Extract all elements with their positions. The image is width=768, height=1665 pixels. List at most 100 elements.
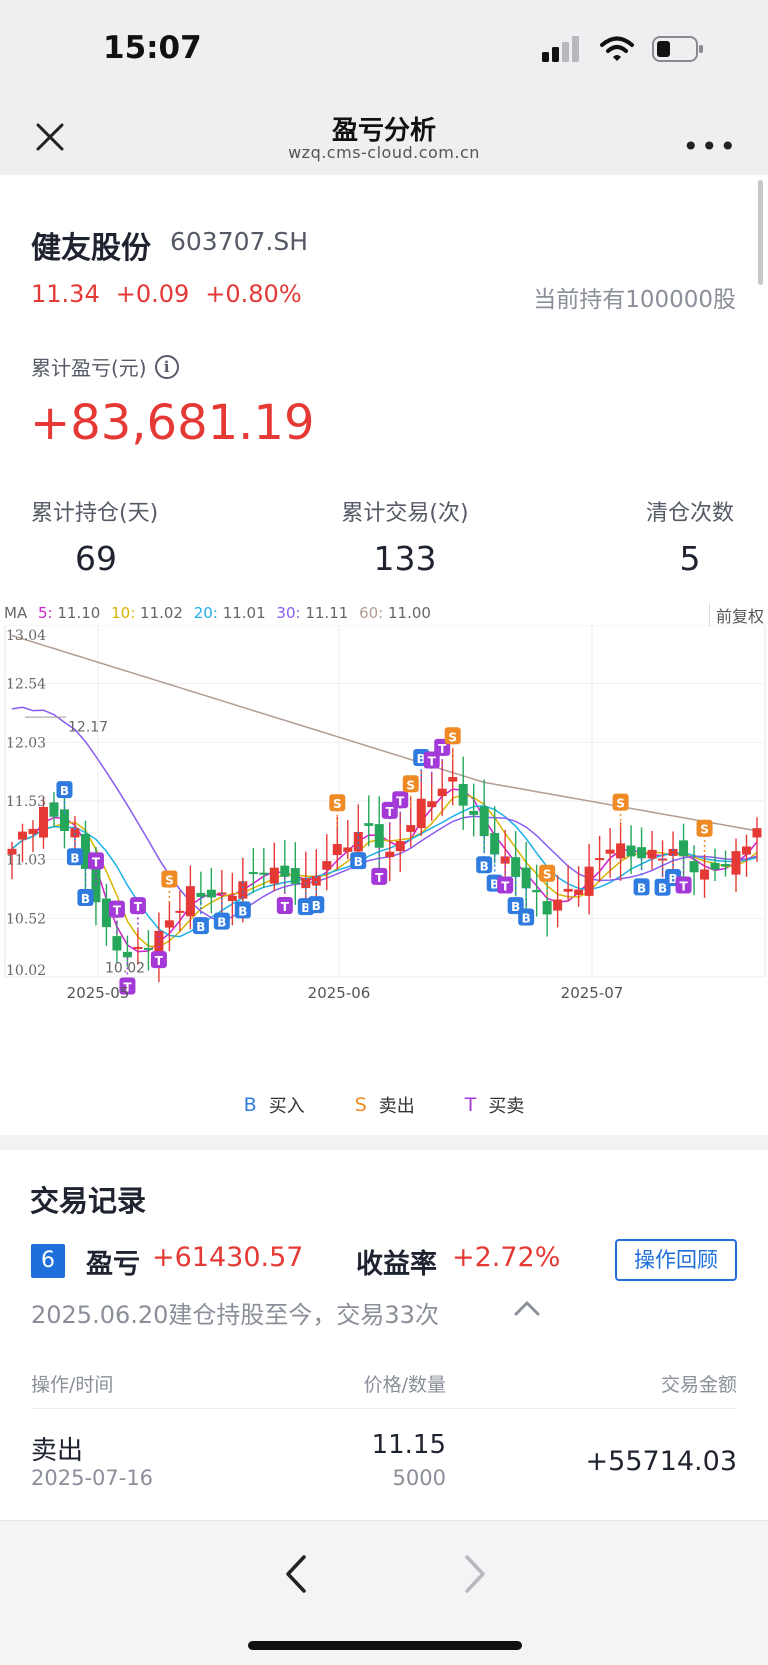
marker-badge bbox=[129, 897, 146, 915]
row-amount: +55714.03 bbox=[585, 1446, 737, 1477]
stat-trade-count: 累计交易(次) 133 bbox=[330, 495, 480, 578]
candle-body bbox=[721, 863, 731, 867]
scrollbar[interactable] bbox=[758, 180, 763, 285]
marker-letter: S bbox=[333, 797, 342, 811]
nav-bar: 盈亏分析 wzq.cms-cloud.com.cn ••• bbox=[0, 100, 768, 175]
trade-marker-t: T bbox=[108, 900, 125, 933]
record-rate-value: +2.72% bbox=[452, 1242, 561, 1273]
marker-letter: B bbox=[511, 900, 520, 914]
candle-body bbox=[353, 831, 363, 852]
header-amount: 交易金额 bbox=[660, 1374, 737, 1396]
stat-label: 累计持仓(天) bbox=[31, 501, 159, 526]
marker-letter: B bbox=[522, 911, 531, 925]
marker-letter: T bbox=[113, 904, 122, 918]
trade-marker-t: T bbox=[392, 791, 409, 824]
candle-body bbox=[385, 851, 395, 858]
marker-letter: B bbox=[417, 752, 426, 766]
marker-badge bbox=[56, 781, 73, 799]
chevron-up-icon[interactable] bbox=[512, 1296, 542, 1320]
candle-body bbox=[490, 833, 500, 855]
marker-badge bbox=[539, 864, 556, 882]
ma-30-value: 11.11 bbox=[305, 604, 349, 622]
candle-body bbox=[28, 828, 38, 835]
candle-body bbox=[553, 899, 563, 911]
candle-body bbox=[343, 847, 353, 852]
more-icon[interactable]: ••• bbox=[682, 130, 738, 163]
min-price-label: 10.02 bbox=[105, 960, 145, 976]
marker-badge bbox=[350, 852, 367, 870]
candle-body bbox=[479, 806, 489, 837]
info-icon[interactable]: i bbox=[154, 354, 179, 379]
marker-badge bbox=[119, 977, 136, 995]
y-tick-label: 11.53 bbox=[6, 794, 46, 810]
trade-records-card bbox=[0, 1150, 768, 1520]
chevron-right-icon[interactable] bbox=[457, 1551, 493, 1597]
ma-30: 30: 11.11 bbox=[276, 604, 348, 622]
trade-marker-b: B bbox=[192, 896, 209, 935]
candle-body bbox=[700, 869, 710, 880]
ma-20-value: 11.01 bbox=[222, 604, 266, 622]
legend-sell-key: S bbox=[354, 1094, 367, 1116]
marker-letter: T bbox=[123, 981, 132, 995]
cumulative-pl-value: +83,681.19 bbox=[30, 395, 315, 451]
header-action-time: 操作/时间 bbox=[31, 1374, 114, 1396]
status-bar: 15:07 bbox=[0, 0, 768, 100]
chart-legend: B 买入 S 卖出 T 买卖 bbox=[0, 1092, 768, 1118]
chevron-left-icon[interactable] bbox=[278, 1551, 314, 1597]
max-price-label: 12.17 bbox=[68, 719, 108, 735]
ma-5: 5: 11.10 bbox=[38, 604, 100, 622]
record-rate-label: 收益率 bbox=[356, 1249, 437, 1280]
candle-body bbox=[164, 920, 174, 928]
marker-letter: T bbox=[679, 879, 688, 893]
trade-marker-s: S bbox=[329, 794, 346, 827]
y-tick-label: 10.52 bbox=[6, 911, 46, 927]
trade-marker-s: S bbox=[612, 793, 629, 826]
close-icon[interactable] bbox=[30, 117, 70, 157]
candle-body bbox=[280, 865, 290, 877]
ma-60: 60: 11.00 bbox=[359, 604, 431, 622]
ma-5-value: 11.10 bbox=[57, 604, 101, 622]
candle-body bbox=[311, 875, 321, 886]
marker-badge bbox=[476, 856, 493, 874]
trade-marker-t: T bbox=[129, 897, 146, 930]
page-title: 盈亏分析 bbox=[331, 116, 436, 146]
candle-body bbox=[59, 809, 69, 831]
adjust-toggle[interactable]: 前复权 bbox=[708, 603, 764, 627]
candle-body bbox=[584, 866, 594, 896]
ma-line bbox=[11, 634, 758, 832]
trade-marker-t: T bbox=[150, 930, 167, 969]
marker-letter: S bbox=[165, 874, 174, 888]
marker-letter: T bbox=[386, 805, 395, 819]
analysis-card bbox=[0, 175, 768, 1135]
marker-letter: T bbox=[375, 871, 384, 885]
x-tick-label: 2025-06 bbox=[308, 984, 371, 1002]
candle-body bbox=[80, 833, 90, 869]
stock-code: 603707.SH bbox=[170, 227, 309, 256]
stat-label: 累计交易(次) bbox=[341, 501, 469, 526]
candle-body bbox=[731, 851, 741, 875]
page-url: wzq.cms-cloud.com.cn bbox=[288, 143, 480, 162]
browser-toolbar bbox=[0, 1520, 768, 1665]
candle-body bbox=[374, 824, 384, 848]
review-button[interactable]: 操作回顾 bbox=[615, 1239, 737, 1281]
row-price: 11.15 bbox=[371, 1430, 446, 1460]
trade-marker-b: B bbox=[518, 888, 535, 926]
candle-body bbox=[742, 846, 752, 855]
candle-body bbox=[290, 868, 300, 884]
stat-value: 5 bbox=[679, 539, 701, 578]
trade-marker-b: B bbox=[633, 858, 650, 896]
candle-body bbox=[248, 872, 258, 875]
marker-letter: S bbox=[406, 778, 415, 792]
stock-change: +0.09 bbox=[115, 280, 190, 308]
marker-badge bbox=[444, 727, 461, 745]
stat-value: 133 bbox=[373, 539, 437, 578]
candle-body bbox=[752, 828, 762, 838]
marker-badge bbox=[77, 889, 94, 907]
trade-marker-b: B bbox=[66, 828, 83, 866]
legend-buy: B 买入 bbox=[244, 1092, 305, 1118]
marker-letter: B bbox=[196, 920, 205, 934]
cumulative-pl-label: 累计盈亏(元) i bbox=[31, 352, 179, 381]
candle-body bbox=[416, 798, 426, 829]
